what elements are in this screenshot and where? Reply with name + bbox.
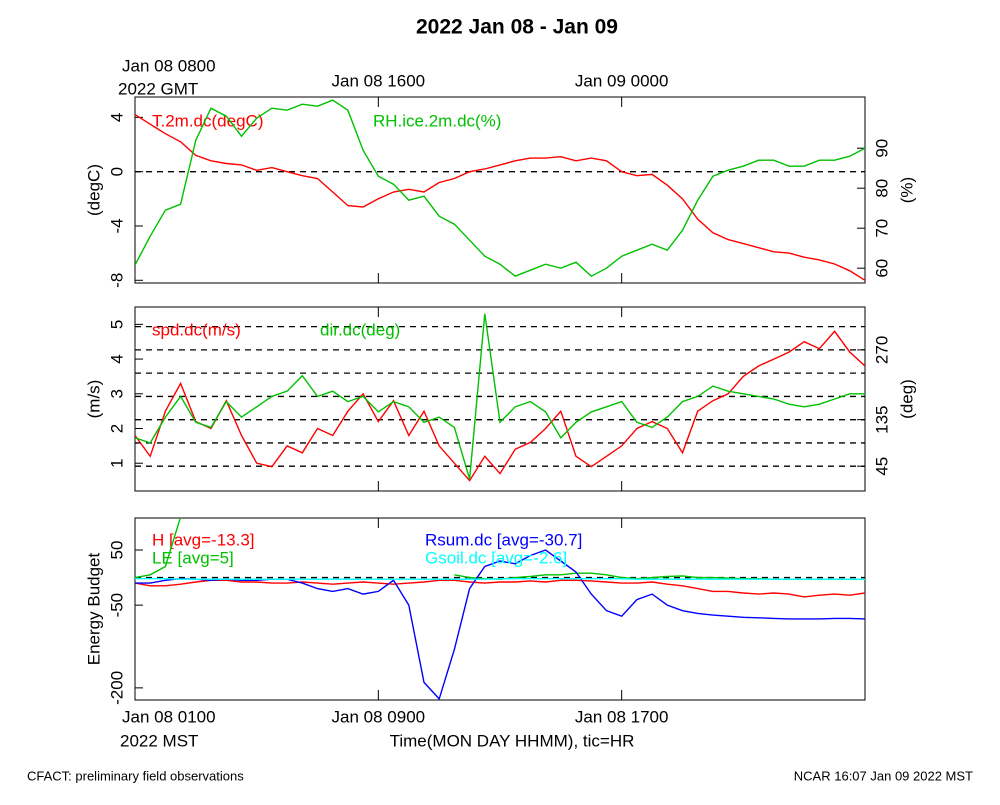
legend-label: H [avg=-13.3] [152, 530, 255, 549]
plot-frame [134, 96, 866, 284]
y-tick-label: 1 [107, 458, 126, 467]
bottom-tick-label: Jan 08 1700 [575, 707, 669, 726]
legend-label: T.2m.dc(degC) [152, 111, 263, 130]
y-tick-label: 4 [107, 354, 126, 363]
top-tick-label: Jan 08 1600 [332, 71, 426, 90]
footer-left: CFACT: preliminary field observations [27, 768, 244, 783]
plot-frame [134, 306, 866, 492]
footer-right: NCAR 16:07 Jan 09 2022 MST [794, 768, 973, 783]
y2-tick-label: 135 [872, 405, 891, 433]
series-line [135, 549, 865, 700]
bottom-zone: 2022 MST [120, 731, 198, 750]
series-line [135, 330, 865, 482]
y-tick-label: 3 [107, 389, 126, 398]
y-tick-label: 50 [107, 541, 126, 560]
y-tick-label: -200 [107, 671, 126, 705]
y-tick-label: 4 [107, 113, 126, 122]
y2-tick-label: 60 [872, 259, 891, 278]
y2-tick-label: 70 [872, 219, 891, 238]
chart-title: 2022 Jan 08 - Jan 09 [416, 16, 618, 39]
y-axis-label: (m/s) [84, 380, 103, 419]
y-tick-label: -4 [107, 218, 126, 233]
series-line [135, 99, 865, 278]
bottom-tick-label: Jan 08 0100 [122, 707, 216, 726]
legend-label: spd.dc(m/s) [152, 320, 241, 339]
y-tick-label: -8 [107, 273, 126, 288]
legend-label: LE [avg=5] [152, 548, 234, 567]
legend-label: RH.ice.2m.dc(%) [373, 111, 501, 130]
y2-tick-label: 45 [872, 457, 891, 476]
y-tick-label: 2 [107, 424, 126, 433]
y2-tick-label: 80 [872, 179, 891, 198]
x-axis-label: Time(MON DAY HHMM), tic=HR [390, 731, 635, 750]
y2-axis-label: (deg) [897, 379, 916, 419]
y2-tick-label: 270 [872, 336, 891, 364]
y-axis-label: Energy Budget [84, 552, 103, 665]
series-line [135, 579, 865, 598]
y2-tick-label: 90 [872, 139, 891, 158]
series-line [135, 578, 865, 580]
y-axis-label: (degC) [84, 164, 103, 216]
legend-label: Gsoil.dc [avg=-2.6] [425, 548, 567, 567]
bottom-tick-label: Jan 08 0900 [332, 707, 426, 726]
legend-label: Rsum.dc [avg=-30.7] [425, 530, 582, 549]
legend-label: dir.dc(deg) [320, 320, 400, 339]
y-tick-label: 0 [107, 167, 126, 176]
plot-frame [134, 517, 866, 701]
y-tick-label: -50 [107, 593, 126, 618]
series-line [135, 313, 865, 480]
top-zone: 2022 GMT [118, 79, 198, 98]
top-tick-label: Jan 09 0000 [575, 71, 669, 90]
y-tick-label: 5 [107, 320, 126, 329]
y2-axis-label: (%) [897, 177, 916, 203]
series-line [135, 114, 865, 281]
top-tick-label: Jan 08 0800 [122, 56, 216, 75]
